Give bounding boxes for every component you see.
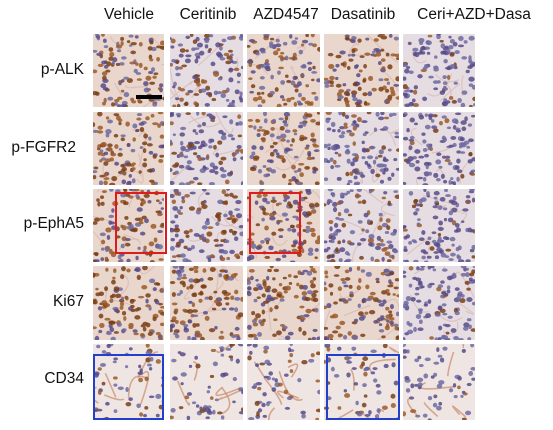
histology-image-cd34-ceri-azd-dasa [403, 344, 475, 420]
histology-image-p-epha5-vehicle [93, 189, 164, 262]
histology-image-cd34-azd4547 [247, 344, 320, 420]
histology-image-p-alk-ceritinib [170, 34, 243, 107]
histology-image-ki67-ceri-azd-dasa [403, 266, 475, 340]
histology-image-p-fgfr2-azd4547 [247, 112, 320, 185]
scale-bar [136, 95, 162, 99]
histology-image-p-fgfr2-ceritinib [170, 112, 243, 185]
histology-image-ki67-ceritinib [170, 266, 243, 340]
row-label-p-epha5: p-EphA5 [23, 215, 84, 232]
row-label-p-alk: p-ALK [40, 61, 84, 78]
histology-image-p-alk-dasatinib [324, 34, 399, 107]
column-label-vehicle: Vehicle [104, 6, 154, 23]
column-label-ceritinib: Ceritinib [179, 6, 237, 23]
histology-image-cd34-vehicle [93, 344, 164, 420]
histology-image-p-epha5-dasatinib [324, 189, 399, 262]
histology-image-cd34-ceritinib [170, 344, 243, 420]
column-label-combo: Ceri+AZD+Dasa [417, 6, 531, 23]
row-label-cd34: CD34 [44, 370, 84, 387]
histology-image-p-alk-azd4547 [247, 34, 320, 107]
histology-image-p-epha5-azd4547 [247, 189, 320, 262]
histology-image-ki67-dasatinib [324, 266, 399, 340]
column-label-dasatinib: Dasatinib [330, 6, 396, 23]
histology-image-cd34-dasatinib [324, 344, 399, 420]
histology-image-p-fgfr2-vehicle [93, 112, 164, 185]
column-label-azd4547: AZD4547 [253, 6, 319, 23]
row-label-ki67: Ki67 [52, 293, 84, 310]
histology-image-ki67-vehicle [93, 266, 164, 340]
histology-image-ki67-azd4547 [247, 266, 320, 340]
row-label-p-fgfr2: p-FGFR2 [11, 139, 76, 156]
histology-image-p-alk-ceri-azd-dasa [403, 34, 475, 107]
histology-image-p-fgfr2-ceri-azd-dasa [403, 112, 475, 185]
histology-image-p-epha5-ceritinib [170, 189, 243, 262]
histology-image-p-epha5-ceri-azd-dasa [403, 189, 475, 262]
histology-image-p-fgfr2-dasatinib [324, 112, 399, 185]
